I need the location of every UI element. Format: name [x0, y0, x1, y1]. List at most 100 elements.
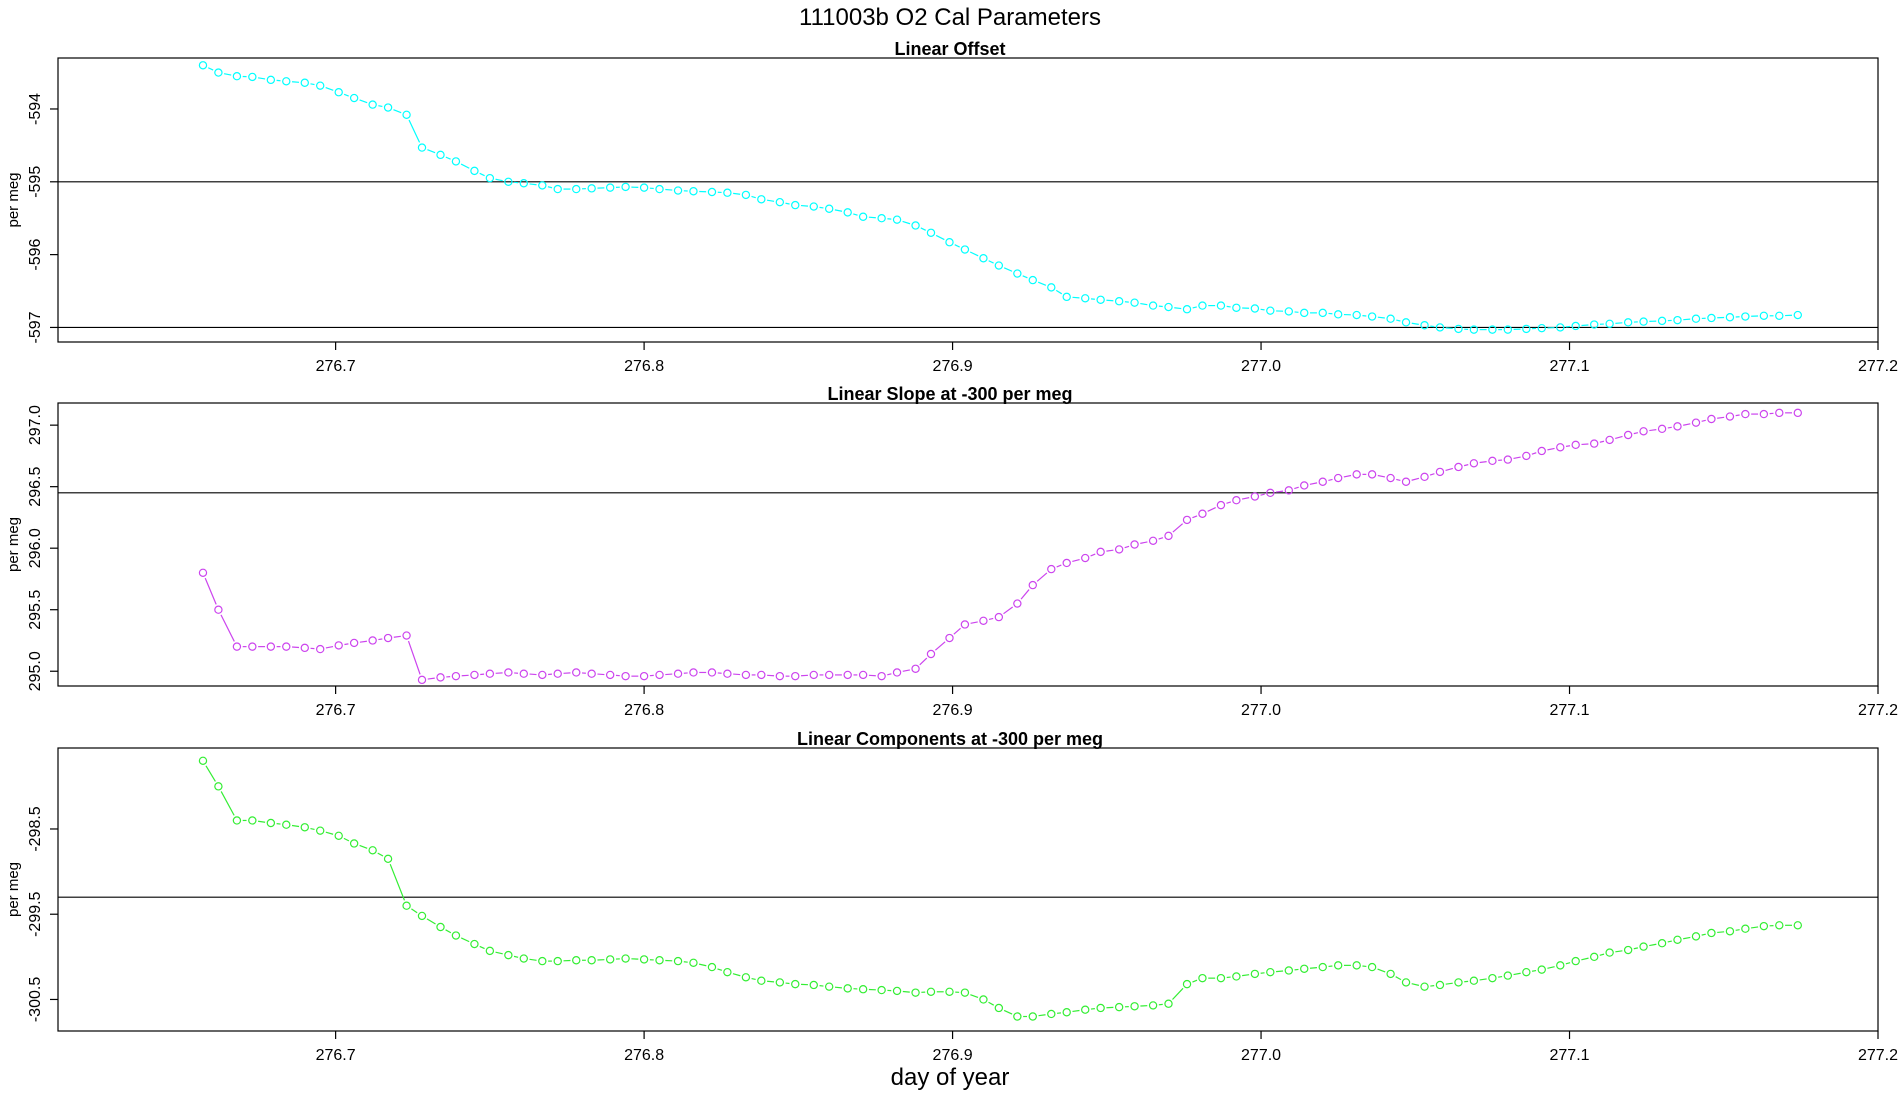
- series-segment: [1429, 473, 1435, 476]
- series-segment: [970, 994, 979, 999]
- data-point: [1130, 540, 1139, 549]
- data-point: [1590, 320, 1599, 329]
- data-point: [1707, 414, 1716, 424]
- data-point: [587, 669, 596, 678]
- series-segment: [1479, 461, 1487, 464]
- series-segment: [1377, 968, 1386, 973]
- data-point: [1114, 1002, 1124, 1012]
- series-segment: [1276, 970, 1284, 973]
- data-point: [1130, 1002, 1139, 1011]
- data-point: [945, 238, 954, 247]
- data-point: [198, 756, 208, 765]
- data-point: [1725, 412, 1735, 421]
- series-segment: [988, 260, 994, 264]
- data-point: [1605, 319, 1614, 328]
- data-point: [858, 670, 868, 680]
- series-segment: [1599, 440, 1605, 443]
- data-point: [1488, 973, 1497, 983]
- series-segment: [1445, 327, 1453, 330]
- series-segment: [1022, 275, 1028, 279]
- series-segment: [257, 77, 266, 80]
- series-segment: [902, 990, 910, 993]
- x-tick-label: 277.1: [1550, 358, 1590, 375]
- data-point: [791, 200, 800, 210]
- y-tick-label: -594: [27, 93, 44, 125]
- data-point: [436, 673, 445, 682]
- data-point: [538, 956, 547, 966]
- data-point: [1469, 325, 1479, 334]
- series-segment: [1396, 319, 1401, 322]
- data-point: [417, 143, 427, 152]
- data-point: [266, 642, 276, 651]
- data-point: [877, 671, 886, 681]
- series-segment: [1055, 289, 1063, 295]
- data-point: [1623, 945, 1633, 955]
- data-point: [1488, 456, 1497, 466]
- series-segment: [378, 638, 383, 641]
- data-point: [1775, 921, 1784, 930]
- data-point: [979, 995, 988, 1004]
- data-point: [1182, 515, 1192, 525]
- data-point: [1352, 310, 1361, 320]
- series-segment: [292, 81, 300, 83]
- data-point: [741, 973, 751, 982]
- series-segment: [785, 202, 790, 205]
- data-point: [1367, 470, 1377, 479]
- data-point: [1216, 500, 1226, 510]
- data-point: [1793, 408, 1802, 418]
- series-segment: [1309, 967, 1318, 969]
- data-point: [1130, 298, 1139, 307]
- series-segment: [1701, 419, 1706, 422]
- data-point: [1250, 304, 1260, 313]
- data-point: [1741, 312, 1750, 321]
- series-segment: [834, 209, 843, 212]
- data-point: [1775, 408, 1784, 418]
- data-point: [1623, 430, 1633, 440]
- data-point: [1639, 427, 1648, 436]
- data-point: [1793, 921, 1802, 930]
- data-point: [504, 950, 513, 960]
- series-segment: [1172, 523, 1184, 533]
- x-tick-label: 277.0: [1241, 358, 1281, 375]
- series-segment: [205, 765, 216, 782]
- data-point: [402, 110, 411, 120]
- data-point: [707, 668, 717, 677]
- data-point: [1537, 965, 1546, 974]
- series-segment: [919, 657, 928, 666]
- data-point: [1367, 962, 1377, 972]
- data-point: [1623, 318, 1633, 327]
- series-segment: [1056, 564, 1062, 568]
- series-segment: [223, 73, 232, 76]
- data-point: [504, 177, 513, 186]
- series-segment: [1615, 950, 1623, 953]
- series-segment: [1192, 306, 1197, 309]
- data-point: [300, 78, 309, 87]
- series-segment: [1633, 947, 1639, 950]
- data-point: [1028, 580, 1037, 590]
- data-point: [1605, 948, 1614, 957]
- data-point: [1401, 978, 1411, 987]
- x-axis-label: day of year: [891, 1064, 1010, 1091]
- plot-frame: [57, 747, 1879, 1032]
- x-tick-label: 277.1: [1550, 702, 1590, 719]
- data-point: [994, 261, 1004, 270]
- series-segment: [1275, 490, 1284, 493]
- data-point: [470, 939, 479, 949]
- y-tick-label: -298.5: [27, 806, 44, 851]
- series-segment: [1038, 1014, 1046, 1017]
- x-tick-label: 276.9: [933, 1047, 973, 1064]
- data-point: [1454, 324, 1463, 334]
- series-segment: [408, 119, 421, 143]
- data-point: [553, 669, 562, 678]
- data-point: [1333, 961, 1343, 970]
- series-segment: [1124, 545, 1130, 549]
- data-point: [791, 671, 800, 681]
- data-point: [1284, 307, 1294, 316]
- series-segment: [1701, 933, 1706, 936]
- series-segment: [1411, 983, 1420, 986]
- data-point: [300, 823, 309, 832]
- series-segment: [767, 980, 775, 983]
- data-point: [723, 669, 732, 678]
- figure-title: 111003b O2 Cal Parameters: [799, 4, 1101, 31]
- data-point: [843, 984, 852, 993]
